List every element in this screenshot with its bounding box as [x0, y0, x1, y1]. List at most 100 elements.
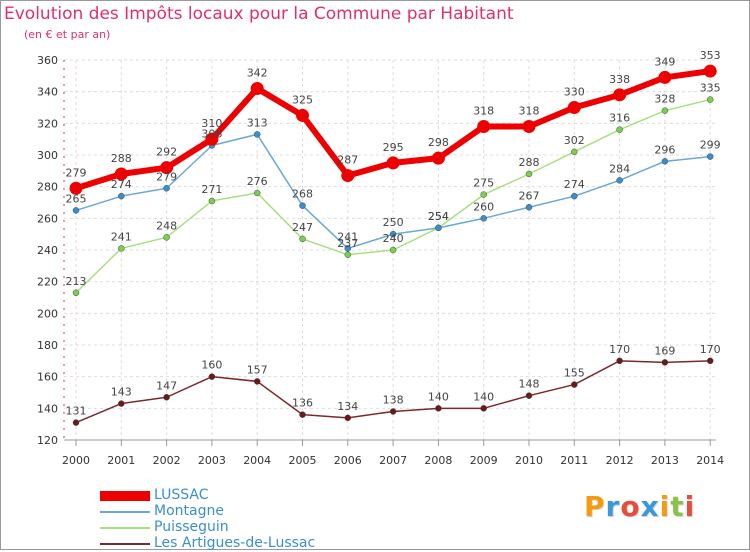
legend-item: Les Artigues-de-Lussac	[100, 535, 400, 552]
data-label: 240	[383, 232, 404, 245]
data-label: 295	[383, 141, 404, 154]
data-point	[571, 148, 578, 156]
data-label: 279	[66, 166, 87, 179]
data-label: 213	[66, 275, 87, 288]
legend-label: Puisseguin	[154, 519, 229, 535]
data-point	[205, 132, 219, 146]
x-tick-label: 2003	[198, 454, 226, 467]
data-label: 275	[473, 177, 494, 190]
x-tick-label: 2010	[515, 454, 543, 467]
logo-letter: o	[620, 490, 641, 523]
data-label: 276	[247, 175, 268, 188]
data-point	[341, 169, 355, 183]
data-label: 296	[654, 143, 675, 156]
data-point	[118, 192, 125, 200]
x-tick-label: 2006	[334, 454, 362, 467]
data-point	[661, 107, 669, 114]
data-point	[253, 378, 261, 385]
data-point	[435, 224, 442, 232]
data-point	[118, 245, 125, 252]
data-label: 237	[337, 237, 358, 250]
data-point	[661, 359, 669, 366]
data-label: 338	[609, 73, 630, 86]
legend-swatch	[100, 527, 150, 529]
data-label: 247	[292, 221, 313, 234]
logo-letter: i	[684, 490, 696, 523]
data-label: 265	[66, 192, 87, 205]
data-point	[72, 207, 80, 214]
data-label: 330	[564, 86, 585, 99]
data-label: 169	[654, 344, 675, 357]
data-point	[480, 215, 487, 222]
data-point	[703, 64, 717, 78]
data-label: 241	[111, 230, 132, 243]
data-label: 260	[473, 200, 494, 213]
data-label: 254	[428, 210, 449, 223]
chart-subtitle: (en € et par an)	[24, 28, 111, 41]
logo-letter: i	[659, 490, 671, 523]
y-tick-label: 120	[37, 434, 58, 447]
logo-letter: x	[640, 490, 660, 523]
data-label: 288	[111, 152, 132, 165]
data-label: 287	[337, 154, 358, 167]
y-tick-label: 360	[37, 54, 58, 67]
data-label: 138	[383, 394, 404, 407]
data-point	[477, 120, 491, 133]
legend-item: Puisseguin	[100, 519, 400, 536]
data-label: 267	[519, 189, 540, 202]
data-point	[706, 96, 714, 103]
data-label: 155	[564, 367, 585, 380]
x-tick-label: 2005	[289, 454, 317, 467]
data-point	[72, 289, 80, 296]
data-label: 313	[247, 116, 268, 129]
legend-swatch	[100, 543, 150, 545]
data-point	[160, 161, 174, 175]
x-tick-label: 2014	[696, 454, 724, 467]
logo-letter: t	[670, 490, 685, 523]
data-label: 160	[201, 359, 222, 372]
data-label: 136	[292, 397, 313, 410]
x-tick-label: 2009	[470, 454, 498, 467]
data-point	[253, 189, 261, 197]
data-label: 248	[156, 219, 177, 232]
data-label: 288	[519, 156, 540, 169]
data-point	[435, 405, 442, 412]
data-label: 353	[700, 49, 721, 62]
data-point	[344, 251, 352, 258]
proxiti-logo: Proxiti	[584, 490, 695, 523]
data-point	[296, 108, 309, 122]
y-tick-label: 320	[37, 117, 58, 130]
data-point	[208, 373, 216, 380]
data-point	[567, 101, 581, 114]
data-point	[344, 414, 352, 422]
data-point	[522, 120, 536, 133]
data-label: 250	[383, 216, 404, 229]
data-point	[299, 235, 306, 243]
data-label: 298	[428, 136, 449, 149]
data-label: 134	[337, 400, 358, 413]
data-point	[114, 167, 128, 181]
x-tick-label: 2012	[606, 454, 634, 467]
data-label: 325	[292, 93, 313, 106]
data-point	[480, 405, 487, 412]
data-label: 254	[428, 210, 449, 223]
data-label: 292	[156, 146, 177, 159]
data-label: 284	[609, 162, 630, 175]
data-label: 302	[564, 134, 585, 147]
data-label: 271	[201, 183, 222, 196]
data-label: 148	[519, 378, 540, 391]
data-label: 274	[111, 178, 132, 191]
data-point	[389, 408, 397, 415]
data-point	[163, 234, 170, 241]
data-label: 131	[66, 405, 87, 418]
data-label: 157	[247, 363, 268, 376]
data-label: 241	[337, 230, 358, 243]
y-tick-label: 140	[37, 402, 58, 415]
data-point	[389, 230, 397, 238]
y-tick-label: 300	[37, 149, 58, 162]
data-point	[525, 204, 533, 211]
data-label: 143	[111, 386, 132, 399]
legend-label: LUSSAC	[154, 487, 209, 503]
data-point	[118, 400, 125, 407]
